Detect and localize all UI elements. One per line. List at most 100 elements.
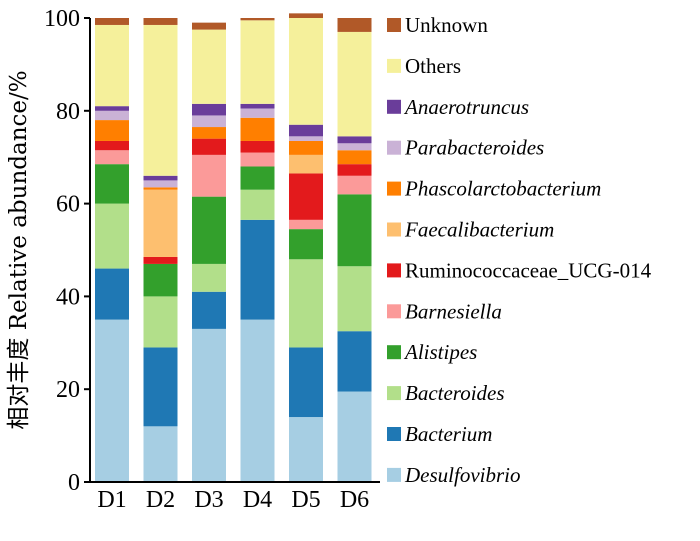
legend-swatch: [387, 467, 401, 482]
y-tick-label: 60: [56, 192, 80, 218]
x-tick-label-d6: D6: [340, 487, 369, 513]
x-ticks-group: D1 D2 D3 D4 D5 D6: [97, 487, 369, 513]
y-axis-label: 相对丰度 Relative abundance/%: [6, 70, 32, 429]
bar-segment-d3-alistipes: [192, 196, 226, 264]
bar-segment-d2-parabacteroides: [143, 180, 178, 188]
legend-label: Alistipes: [403, 340, 477, 364]
bar-segment-d5-ruminococcaceae-ucg-014: [289, 173, 323, 220]
bar-segment-d2-phascolarctobacterium: [143, 187, 178, 190]
bar-segment-d5-faecalibacterium: [289, 154, 323, 174]
bar-segment-d2-bacterium: [143, 347, 178, 427]
bar-segment-d1-barnesiella: [95, 150, 129, 165]
legend-swatch: [387, 304, 401, 319]
legend-item-desulfovibrio: Desulfovibrio: [387, 463, 521, 487]
legend: Unknown Others Anaerotruncus Parabacteroide…: [387, 13, 652, 487]
bar-segment-d1-bacterium: [95, 268, 129, 320]
legend-swatch: [387, 99, 401, 114]
bar-segment-d5-bacterium: [289, 347, 323, 418]
legend-label: Parabacteroides: [404, 136, 544, 160]
bar-segment-d1-others: [95, 24, 129, 107]
bar-segment-d6-unknown: [337, 18, 372, 32]
bar-segment-d1-desulfovibrio: [95, 319, 129, 482]
bar-segment-d3-bacteroides: [192, 263, 226, 292]
bar-segment-d4-bacteroides: [240, 189, 275, 220]
legend-swatch: [387, 263, 401, 278]
axes-group: [89, 18, 380, 483]
legend-swatch: [387, 18, 401, 32]
legend-label: Faecalibacterium: [404, 218, 554, 242]
bar-segment-d6-barnesiella: [337, 175, 372, 195]
bar-segment-d2-desulfovibrio: [143, 426, 178, 482]
bar-segment-d1-unknown: [95, 18, 129, 25]
legend-item-barnesiella: Barnesiella: [387, 299, 502, 323]
bar-segment-d6-anaerotruncus: [337, 136, 372, 144]
bar-segment-d3-barnesiella: [192, 154, 226, 197]
legend-item-phascolarctobacterium: Phascolarctobacterium: [387, 177, 601, 201]
legend-label: Phascolarctobacterium: [404, 177, 601, 201]
bar-segment-d2-alistipes: [143, 263, 178, 297]
legend-swatch: [387, 140, 401, 155]
legend-label: Bacterium: [405, 422, 492, 446]
bar-segment-d6-others: [337, 31, 372, 137]
bar-segment-d3-bacterium: [192, 291, 226, 329]
y-ticks-group: 0 20 40 60 80 100: [44, 6, 90, 496]
bar-segment-d3-ruminococcaceae-ucg-014: [192, 138, 226, 155]
bar-segment-d6-ruminococcaceae-ucg-014: [337, 164, 372, 176]
bar-segment-d3-others: [192, 29, 226, 104]
legend-label: Bacteroides: [405, 381, 505, 405]
bar-segment-d5-anaerotruncus: [289, 124, 323, 137]
x-tick-label-d2: D2: [146, 487, 175, 513]
legend-label: Barnesiella: [405, 299, 502, 323]
legend-item-bacterium: Bacterium: [387, 422, 492, 446]
bar-segment-d4-anaerotruncus: [240, 103, 275, 109]
bar-segment-d4-phascolarctobacterium: [240, 117, 275, 141]
legend-label: Ruminococcaceae_UCG-014: [405, 258, 652, 282]
legend-swatch: [387, 181, 401, 196]
legend-swatch: [387, 58, 401, 73]
legend-swatch: [387, 345, 401, 360]
bar-segment-d6-desulfovibrio: [337, 391, 372, 482]
y-tick-label: 20: [56, 377, 80, 403]
bar-segment-d1-parabacteroides: [95, 110, 129, 121]
bar-segment-d5-parabacteroides: [289, 136, 323, 141]
bar-segment-d5-phascolarctobacterium: [289, 140, 323, 155]
x-tick-label-d4: D4: [243, 487, 272, 513]
bar-segment-d3-desulfovibrio: [192, 328, 226, 482]
bar-segment-d5-others: [289, 18, 323, 125]
bar-segment-d1-bacteroides: [95, 203, 129, 269]
bars-group: [95, 13, 372, 482]
bar-segment-d6-phascolarctobacterium: [337, 150, 372, 165]
bar-segment-d5-bacteroides: [289, 259, 323, 348]
legend-item-ruminococcaceae-ucg-014: Ruminococcaceae_UCG-014: [387, 258, 652, 282]
legend-label: Desulfovibrio: [404, 463, 521, 487]
legend-item-alistipes: Alistipes: [387, 340, 477, 364]
legend-label: Anaerotruncus: [403, 95, 529, 119]
y-tick-label: 40: [56, 284, 80, 310]
y-tick-label: 80: [56, 99, 80, 125]
bar-segment-d3-phascolarctobacterium: [192, 127, 226, 139]
bar-segment-d4-alistipes: [240, 166, 275, 190]
bar-segment-d4-parabacteroides: [240, 108, 275, 118]
bar-segment-d4-ruminococcaceae-ucg-014: [240, 140, 275, 153]
bar-segment-d1-phascolarctobacterium: [95, 120, 129, 141]
legend-label: Unknown: [405, 13, 488, 37]
bar-segment-d1-ruminococcaceae-ucg-014: [95, 140, 129, 151]
legend-label: Others: [405, 54, 461, 78]
legend-swatch: [387, 222, 401, 237]
x-tick-label-d5: D5: [291, 487, 320, 513]
legend-item-anaerotruncus: Anaerotruncus: [387, 95, 529, 119]
y-tick-label: 100: [44, 6, 80, 32]
bar-segment-d6-alistipes: [337, 194, 372, 267]
bar-segment-d2-bacteroides: [143, 296, 178, 348]
legend-item-unknown: Unknown: [387, 13, 488, 37]
bar-segment-d2-anaerotruncus: [143, 175, 178, 181]
legend-item-parabacteroides: Parabacteroides: [387, 136, 544, 160]
bar-segment-d6-parabacteroides: [337, 143, 372, 151]
bar-segment-d5-barnesiella: [289, 219, 323, 230]
x-tick-label-d1: D1: [97, 487, 126, 513]
x-tick-label-d3: D3: [194, 487, 223, 513]
bar-segment-d5-alistipes: [289, 229, 323, 260]
legend-swatch: [387, 386, 401, 401]
bar-segment-d6-bacterium: [337, 331, 372, 392]
legend-item-bacteroides: Bacteroides: [387, 381, 505, 405]
